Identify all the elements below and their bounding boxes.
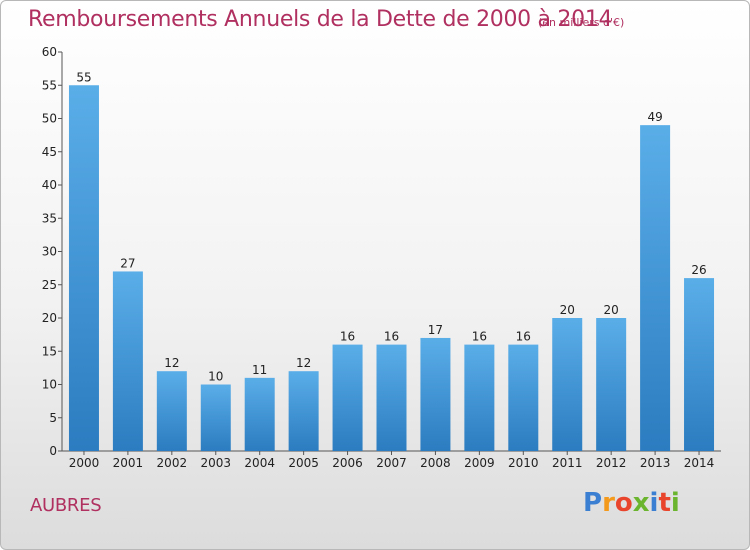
bar-2009 (464, 344, 495, 451)
x-tick-label: 2011 (552, 456, 583, 470)
x-tick-label: 2000 (69, 456, 100, 470)
bar-value-label: 26 (691, 263, 706, 277)
x-tick-label: 2012 (596, 456, 627, 470)
x-tick-label: 2008 (420, 456, 451, 470)
bar-value-label: 20 (560, 303, 575, 317)
y-tick-label: 5 (49, 411, 57, 425)
bar-2006 (332, 344, 363, 451)
bar-2011 (552, 318, 583, 451)
bar-2008 (420, 337, 451, 451)
logo-letter: x (632, 488, 650, 518)
bar-2001 (112, 271, 143, 451)
bar-2004 (244, 377, 275, 451)
proxiti-logo[interactable]: Proxiti (583, 488, 680, 518)
bar-2012 (596, 318, 627, 451)
bar-2010 (508, 344, 539, 451)
bar-2003 (200, 384, 231, 451)
x-tick-label: 2003 (200, 456, 231, 470)
bar-2013 (640, 125, 671, 452)
axes: 0 5 10 15 20 25 30 35 40 45 50 55 60 2000 2001 2002 2003… (42, 45, 721, 470)
y-tick-label: 55 (42, 78, 57, 92)
logo-letter: r (602, 488, 615, 518)
y-tick-label: 45 (42, 145, 57, 159)
bar-value-label: 16 (340, 330, 355, 344)
bar-value-label: 17 (428, 323, 443, 337)
bar-2014 (684, 278, 715, 451)
bar-value-label: 16 (472, 330, 487, 344)
x-tick-label: 2004 (244, 456, 275, 470)
y-tick-label: 60 (42, 45, 57, 59)
bar-value-label: 16 (384, 330, 399, 344)
y-tick-label: 30 (42, 245, 57, 259)
logo-letter: i (670, 488, 680, 518)
x-tick-label: 2009 (464, 456, 495, 470)
y-tick-label: 20 (42, 311, 57, 325)
bar-2007 (376, 344, 407, 451)
bar-value-label: 49 (647, 110, 662, 124)
y-tick-label: 50 (42, 112, 57, 126)
x-tick-label: 2007 (376, 456, 407, 470)
bar-value-label: 11 (252, 363, 267, 377)
bar-value-label: 27 (120, 256, 135, 270)
chart-unit-note: (en milliers d'€) (538, 16, 625, 29)
bar-value-label: 10 (208, 370, 223, 384)
logo-letter: o (614, 488, 633, 518)
bar-value-label: 20 (604, 303, 619, 317)
bar-2000 (68, 85, 99, 451)
bar-2002 (156, 371, 187, 451)
x-tick-label: 2013 (640, 456, 671, 470)
x-tick-label: 2014 (684, 456, 715, 470)
town-name: AUBRES (30, 495, 102, 516)
bar-value-label: 16 (516, 330, 531, 344)
y-tick-label: 0 (49, 444, 57, 458)
y-tick-label: 25 (42, 278, 57, 292)
bar-2005 (288, 371, 319, 451)
x-tick-label: 2005 (288, 456, 319, 470)
x-tick-label: 2002 (157, 456, 188, 470)
x-tick-label: 2006 (332, 456, 363, 470)
y-tick-label: 35 (42, 211, 57, 225)
bar-value-label: 55 (76, 70, 91, 84)
bar-value-label: 12 (296, 356, 311, 370)
y-tick-label: 10 (42, 378, 57, 392)
y-tick-label: 40 (42, 178, 57, 192)
x-tick-label: 2001 (113, 456, 144, 470)
bars: 55 27 12 10 11 12 16 16 17 16 16 20 20 49 26 (68, 70, 715, 452)
logo-letter: P (583, 488, 603, 518)
logo-letter: t (658, 488, 671, 518)
y-tick-label: 15 (42, 344, 57, 358)
x-tick-label: 2010 (508, 456, 539, 470)
chart-title: Remboursements Annuels de la Dette de 20… (28, 7, 613, 32)
logo-letter: i (649, 488, 659, 518)
bar-value-label: 12 (164, 356, 179, 370)
